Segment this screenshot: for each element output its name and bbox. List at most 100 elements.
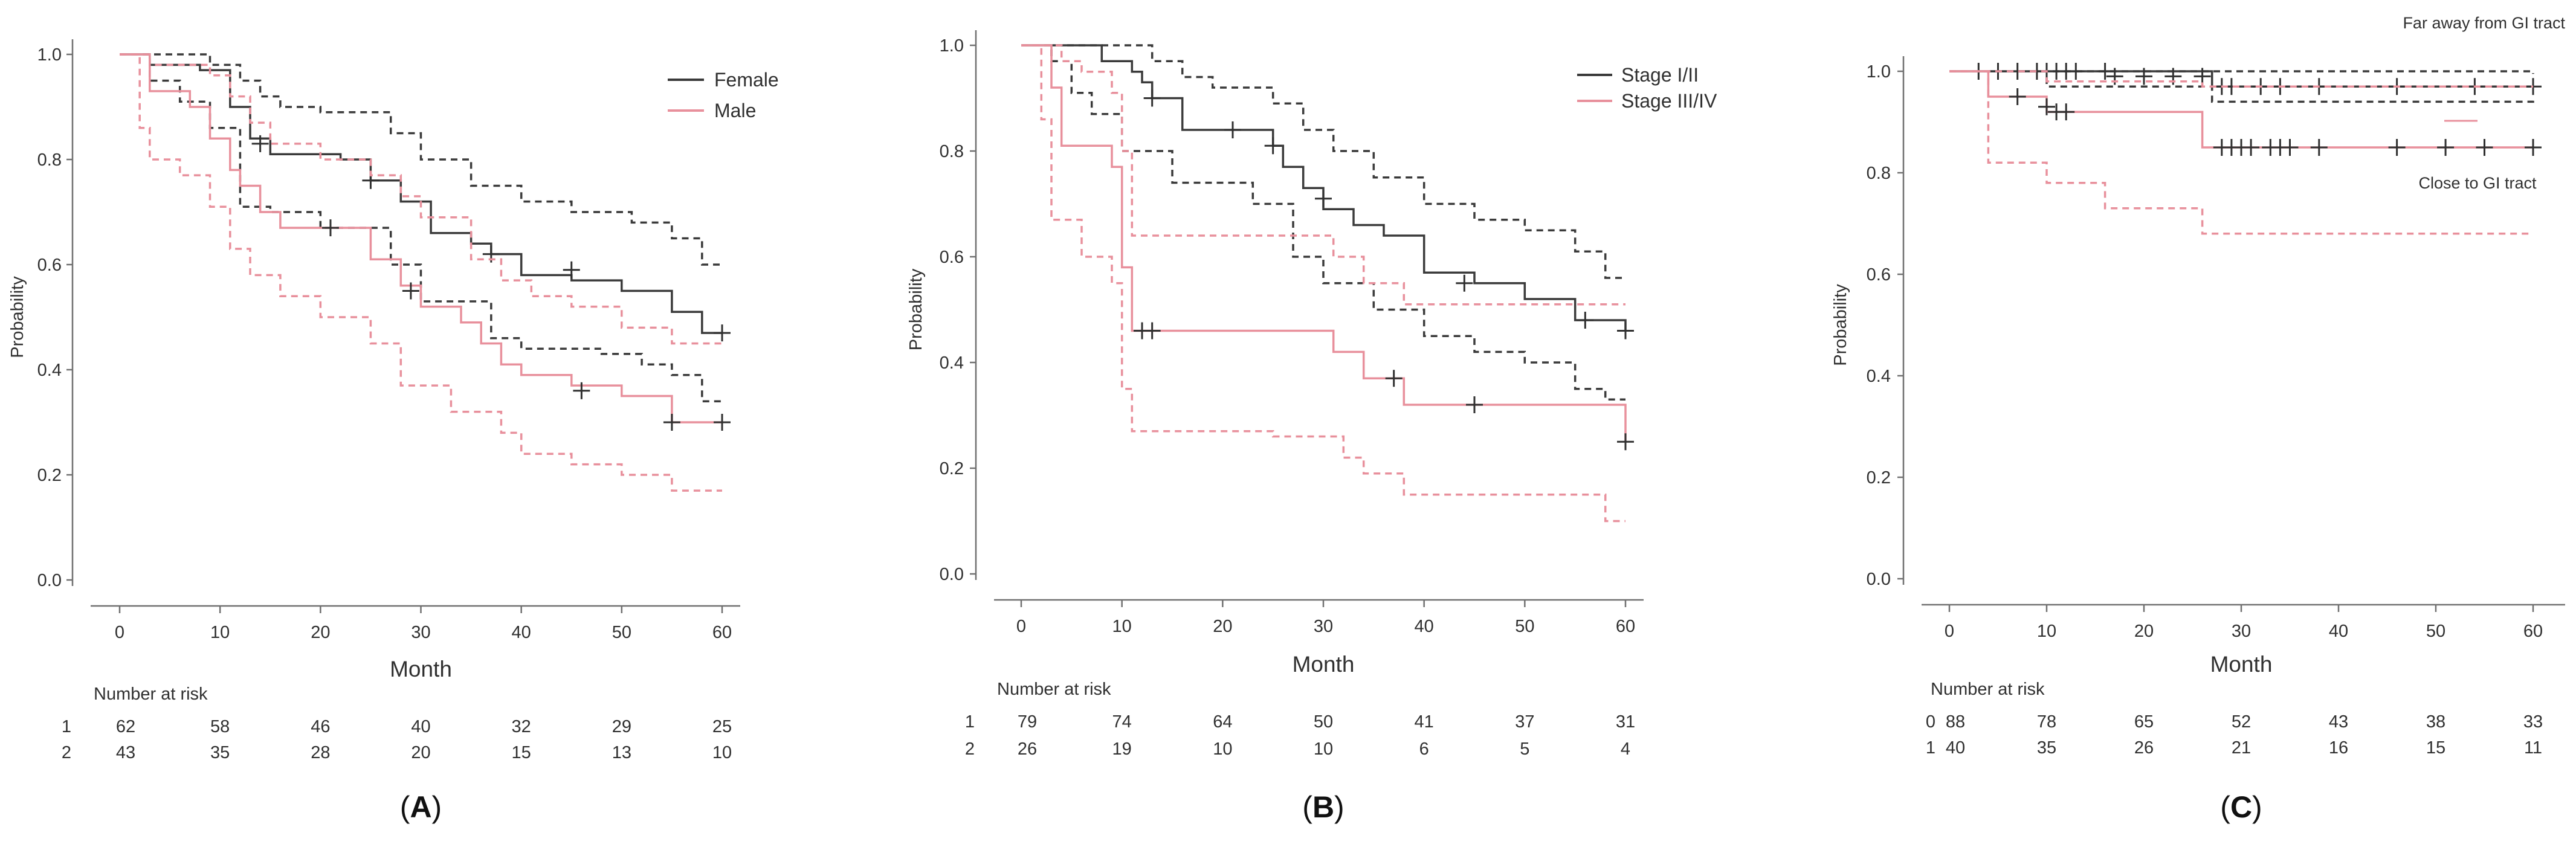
risk-value: 46 — [311, 717, 330, 736]
y-tick-label: 0.4 — [940, 353, 964, 373]
x-tick-label: 30 — [411, 623, 430, 642]
survival-curve — [1949, 70, 2533, 149]
risk-value: 35 — [210, 743, 230, 762]
x-tick-label: 20 — [2134, 622, 2154, 641]
y-tick-label: 0.0 — [940, 565, 964, 584]
y-tick-label: 0.2 — [940, 459, 964, 478]
lower-ci-line — [1949, 70, 2533, 235]
y-tick-label: 0.6 — [1867, 265, 1891, 285]
x-tick-label: 0 — [1945, 622, 1954, 641]
censor-mark — [1315, 190, 1332, 207]
x-axis-title: Month — [2210, 652, 2273, 677]
y-tick-label: 1.0 — [1867, 62, 1891, 82]
risk-value: 29 — [612, 717, 631, 736]
x-tick-label: 50 — [612, 623, 631, 642]
legend-entry: Female — [714, 69, 779, 91]
censor-mark — [1466, 396, 1483, 413]
censor-mark — [714, 324, 731, 342]
censor-mark — [573, 382, 590, 399]
censor-mark — [2038, 98, 2055, 115]
lower-ci-line — [1021, 44, 1625, 523]
censor-mark — [2476, 139, 2493, 156]
x-tick-label: 30 — [1314, 617, 1333, 636]
censor-mark — [1143, 89, 1161, 107]
risk-value: 52 — [2232, 712, 2251, 732]
risk-value: 40 — [411, 717, 430, 736]
panel-label: (A) — [400, 790, 442, 824]
panel-label-close: ) — [2252, 790, 2262, 824]
x-tick-label: 50 — [1515, 617, 1534, 636]
y-tick-label: 0.0 — [37, 571, 62, 590]
risk-table-title: Number at risk — [94, 684, 208, 704]
risk-value: 16 — [2329, 738, 2348, 758]
legend: Female Male — [668, 69, 779, 121]
x-tick-label: 50 — [2426, 622, 2445, 641]
y-tick-label: 0.6 — [37, 256, 62, 275]
censor-mark — [663, 414, 680, 431]
upper-ci-line — [1021, 44, 1625, 279]
risk-value: 40 — [1946, 738, 1965, 758]
y-tick-label: 0.4 — [37, 361, 62, 380]
censor-mark — [1577, 312, 1594, 329]
x-tick-label: 10 — [1112, 617, 1132, 636]
censor-mark — [563, 261, 580, 279]
x-axis-title: Month — [1293, 652, 1355, 677]
curve-annotation: Close to GI tract — [2418, 174, 2537, 192]
series-stage-i-ii — [1021, 44, 1634, 401]
censor-mark — [2242, 139, 2260, 156]
panel-label-letter: A — [410, 790, 431, 824]
censor-mark — [251, 135, 269, 152]
y-tick-label: 0.2 — [37, 466, 62, 485]
risk-row-label: 0 — [1926, 712, 1935, 732]
chart-panel-b: 0.0 0.2 0.4 0.6 0.8 1.0 0 10 20 30 40 50 60 Month Prob… — [906, 30, 1717, 824]
panel-label-close: ) — [432, 790, 442, 824]
risk-row-label: 1 — [965, 712, 975, 732]
risk-value: 26 — [2134, 738, 2154, 758]
lower-ci-line — [1021, 44, 1625, 401]
risk-value: 13 — [612, 743, 631, 762]
risk-value: 79 — [1018, 712, 1037, 732]
risk-value: 58 — [210, 717, 230, 736]
risk-value: 25 — [712, 717, 732, 736]
panel-label: (C) — [2220, 790, 2262, 824]
censor-mark — [2096, 63, 2114, 80]
y-tick-label: 0.8 — [1867, 164, 1891, 183]
upper-ci-line — [1949, 70, 2533, 88]
legend-entry: Male — [714, 100, 756, 121]
censor-mark — [2437, 139, 2455, 156]
y-tick-label: 0.4 — [1867, 367, 1891, 386]
number-at-risk-table: Number at risk 1 79 74 64 50 41 37 31 2 26 19 10 10 6 5… — [965, 680, 1635, 759]
censor-mark — [1224, 121, 1241, 138]
censor-mark — [2525, 139, 2542, 156]
y-tick-label: 1.0 — [940, 36, 964, 56]
x-axis-title: Month — [390, 657, 452, 681]
x-tick-label: 40 — [512, 623, 531, 642]
risk-value: 10 — [712, 743, 732, 762]
panel-label: (B) — [1302, 790, 1344, 824]
censor-mark — [321, 219, 339, 237]
risk-value: 31 — [1616, 712, 1635, 732]
x-tick-label: 60 — [1616, 617, 1635, 636]
x-tick-label: 60 — [712, 623, 732, 642]
risk-value: 10 — [1213, 739, 1232, 759]
risk-value: 15 — [512, 743, 531, 762]
series-female — [120, 53, 731, 402]
censor-mark — [2388, 139, 2406, 156]
risk-value: 64 — [1213, 712, 1232, 732]
risk-row-label: 2 — [965, 739, 975, 759]
censor-mark — [2067, 63, 2085, 80]
risk-value: 4 — [1621, 739, 1630, 759]
risk-value: 6 — [1419, 739, 1429, 759]
censor-mark — [1617, 322, 1634, 340]
risk-value: 15 — [2426, 738, 2445, 758]
x-tick-label: 0 — [1016, 617, 1026, 636]
y-axis-title: Probability — [906, 268, 926, 350]
y-tick-label: 0.8 — [37, 150, 62, 170]
x-tick-label: 40 — [2329, 622, 2348, 641]
number-at-risk-table: Number at risk 1 62 58 46 40 32 29 25 2 43 35 28 20 15… — [62, 684, 732, 762]
panel-label-open: ( — [1302, 790, 1312, 824]
risk-value: 32 — [512, 717, 531, 736]
x-tick-label: 20 — [1213, 617, 1232, 636]
risk-value: 19 — [1112, 739, 1132, 759]
